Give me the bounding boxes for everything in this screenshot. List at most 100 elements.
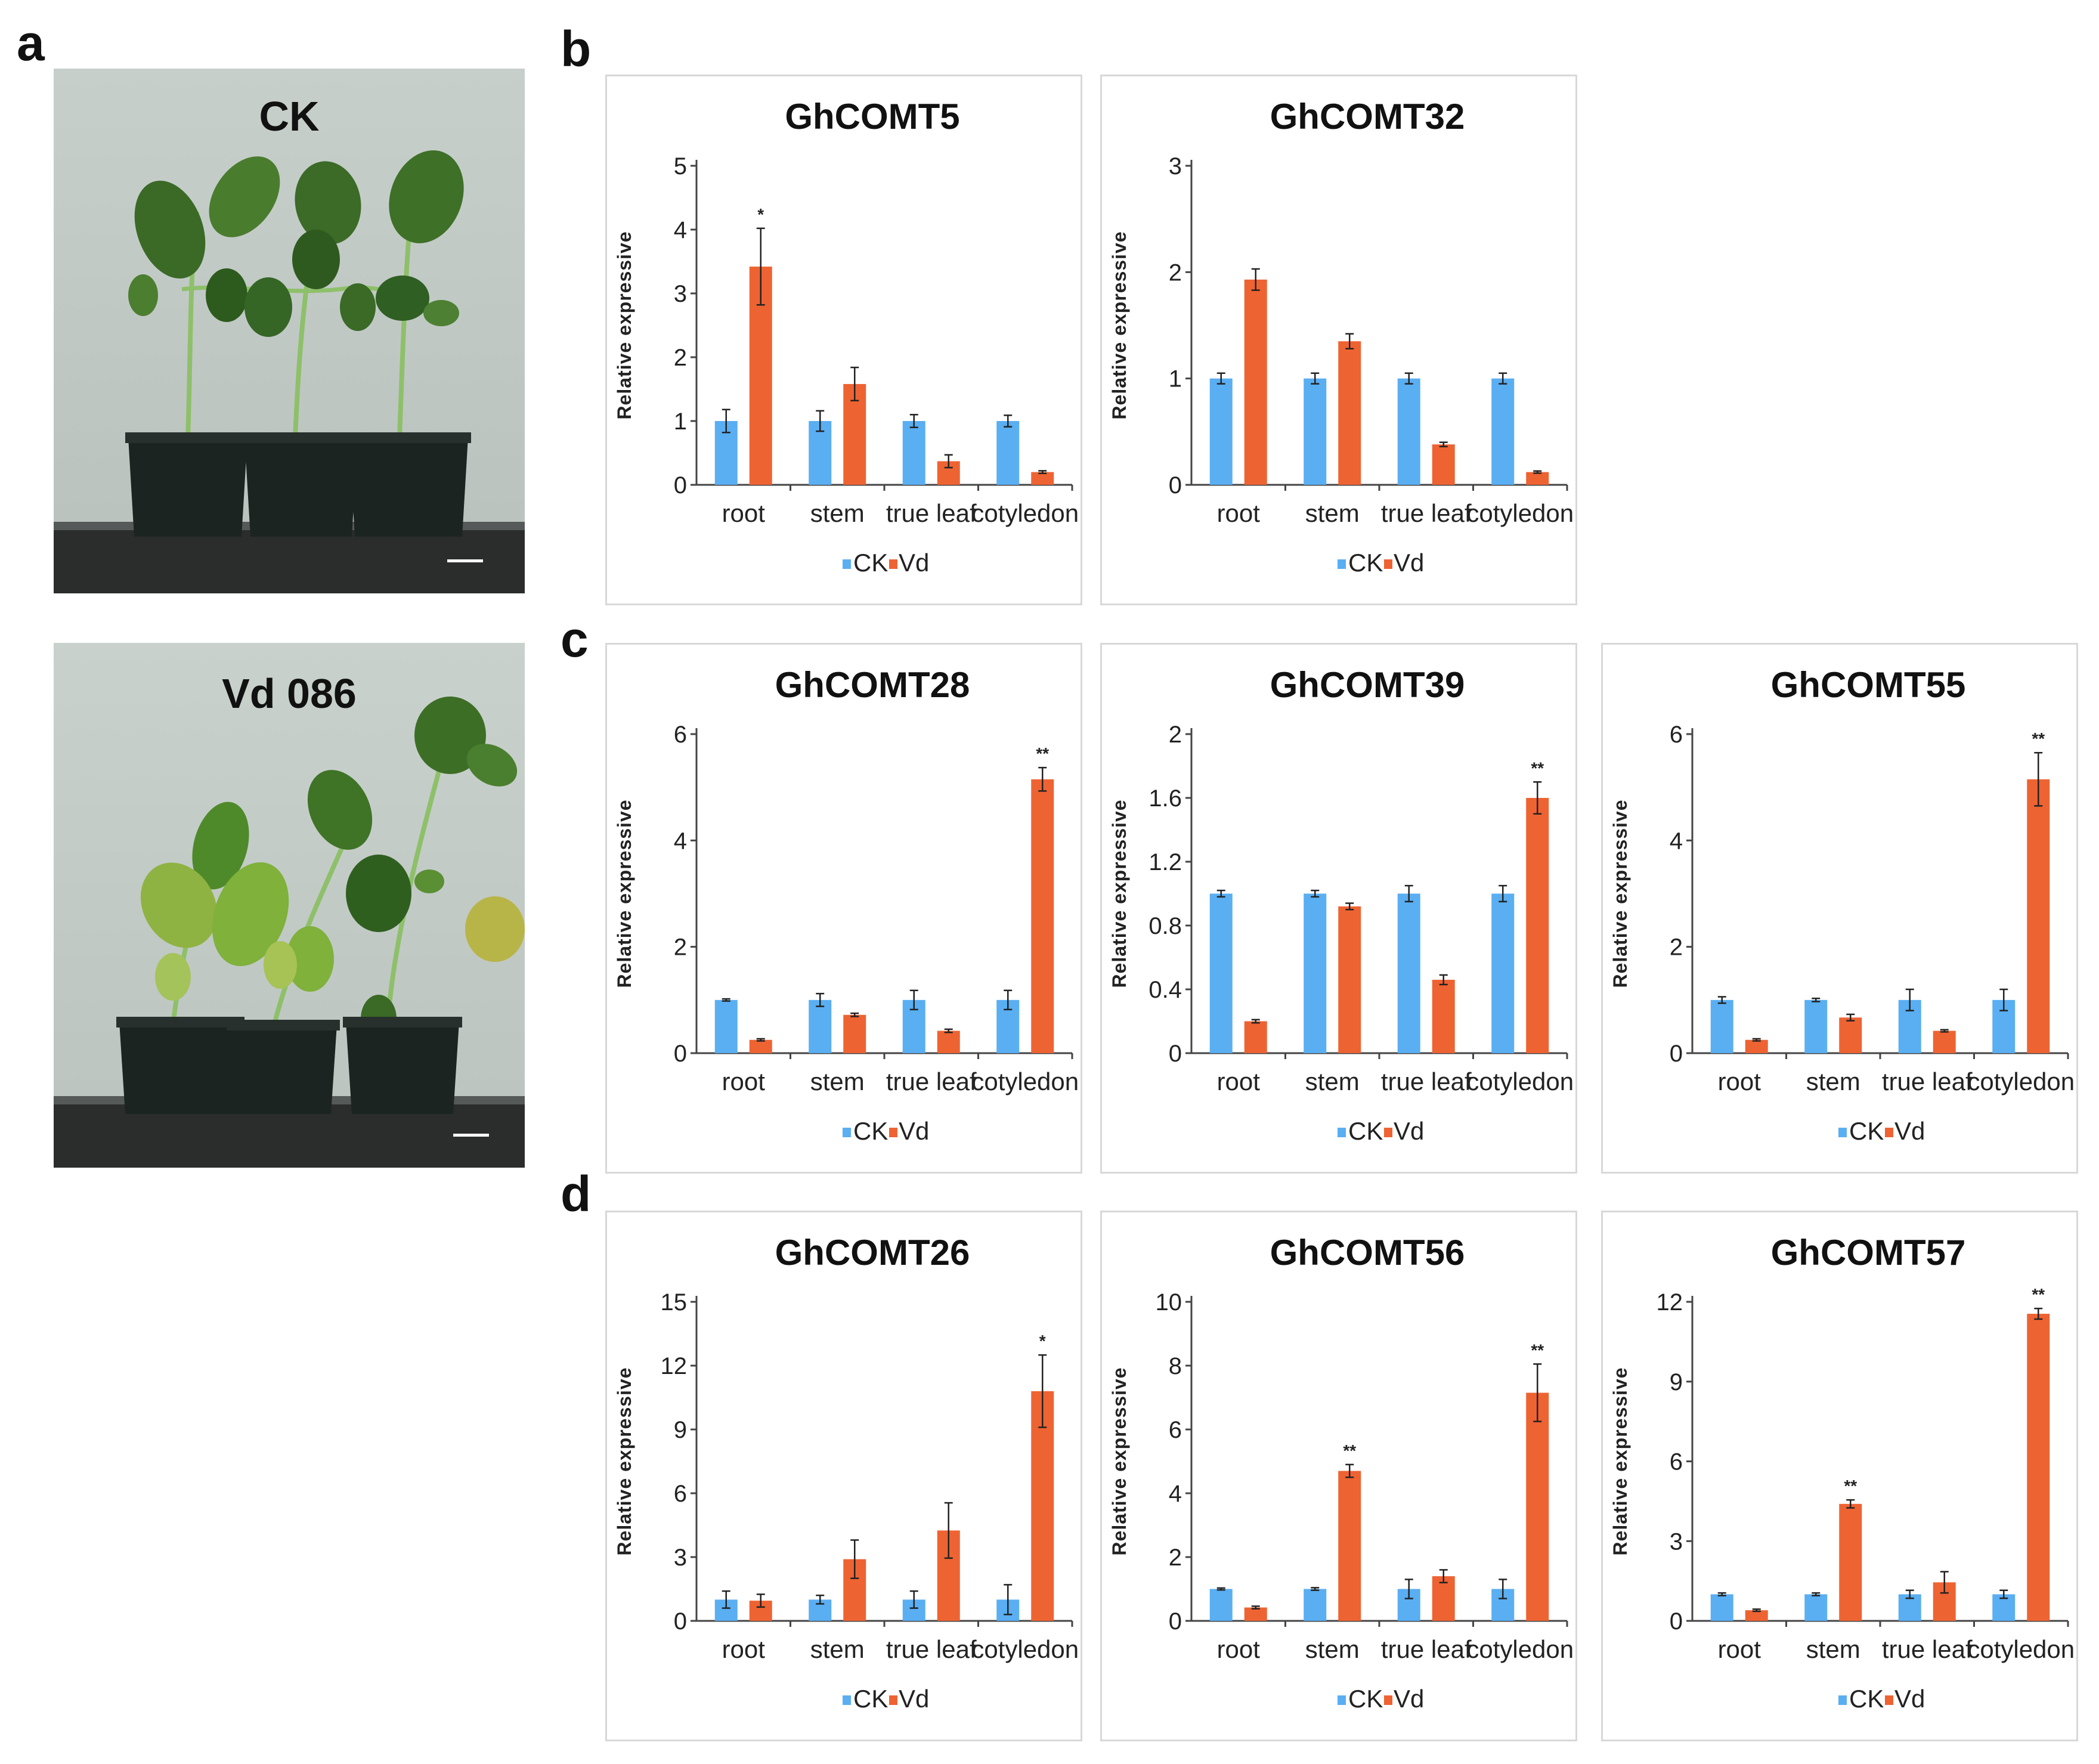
y-tick-label: 1.2 bbox=[1148, 849, 1182, 875]
y-tick-label: 2 bbox=[1169, 722, 1182, 748]
y-tick-label: 2 bbox=[674, 345, 687, 371]
y-tick-label: 6 bbox=[1670, 1449, 1683, 1475]
x-tick-label: cotyledon bbox=[1967, 1635, 2075, 1663]
bar-ck bbox=[996, 421, 1020, 485]
chart-ghcomt5: GhCOMT5 Relative expressive 0 1 2 3 4 5 root * ste… bbox=[605, 75, 1082, 605]
x-tick-label: true leaf bbox=[886, 1635, 977, 1663]
bar-ck bbox=[1304, 1589, 1327, 1621]
bar-vd bbox=[1244, 279, 1267, 485]
x-tick-label: cotyledon bbox=[1967, 1067, 2075, 1095]
panel-letter-d: d bbox=[561, 1166, 592, 1222]
x-tick-label: cotyledon bbox=[1466, 1067, 1574, 1095]
y-tick-label: 0 bbox=[1169, 1608, 1182, 1635]
bar-vd bbox=[1244, 1021, 1267, 1053]
legend-swatch-ck bbox=[1838, 1695, 1847, 1705]
chart-svg: GhCOMT55 Relative expressive 0 2 4 6 root stem t… bbox=[1609, 665, 2075, 1145]
panel-letter-b: b bbox=[561, 21, 592, 77]
y-tick-label: 6 bbox=[1670, 722, 1683, 748]
y-tick-label: 6 bbox=[1169, 1417, 1182, 1443]
x-tick-label: root bbox=[722, 499, 766, 527]
bar-vd bbox=[1526, 798, 1549, 1053]
legend-label-vd: Vd bbox=[1394, 1685, 1424, 1713]
y-axis-label: Relative expressive bbox=[1109, 1367, 1130, 1555]
bar-ck bbox=[1397, 893, 1420, 1053]
y-axis-label: Relative expressive bbox=[1609, 799, 1631, 988]
significance-mark: ** bbox=[1531, 1341, 1544, 1359]
y-tick-label: 0 bbox=[1169, 1041, 1182, 1067]
bar-ck bbox=[1491, 378, 1515, 485]
chart-title: GhCOMT26 bbox=[775, 1233, 970, 1273]
significance-mark: ** bbox=[1343, 1441, 1356, 1460]
y-tick-label: 0.8 bbox=[1148, 913, 1182, 939]
chart-title: GhCOMT5 bbox=[785, 97, 959, 137]
x-tick-label: stem bbox=[1305, 1635, 1360, 1663]
x-tick-label: cotyledon bbox=[971, 1067, 1079, 1095]
bar-ck bbox=[714, 999, 738, 1053]
bar-ck bbox=[1804, 1594, 1828, 1621]
panel-letter-a: a bbox=[17, 15, 45, 71]
y-tick-label: 4 bbox=[1670, 828, 1683, 854]
legend-label-ck: CK bbox=[853, 549, 888, 577]
x-tick-label: cotyledon bbox=[1466, 1635, 1574, 1663]
y-tick-label: 4 bbox=[674, 217, 687, 243]
x-tick-label: stem bbox=[810, 499, 865, 527]
y-tick-label: 3 bbox=[674, 1545, 687, 1571]
significance-mark: * bbox=[1039, 1332, 1046, 1350]
legend-swatch-vd bbox=[889, 559, 897, 569]
legend-swatch-ck bbox=[843, 1695, 851, 1705]
bar-vd bbox=[1031, 779, 1054, 1053]
chart-title: GhCOMT39 bbox=[1270, 665, 1465, 705]
y-tick-label: 2 bbox=[1169, 1545, 1182, 1571]
legend-label-ck: CK bbox=[1348, 1685, 1383, 1713]
chart-svg: GhCOMT57 Relative expressive 0 3 6 9 12 root ste… bbox=[1609, 1233, 2075, 1713]
bar-vd bbox=[1526, 472, 1549, 485]
y-axis-label: Relative expressive bbox=[614, 1367, 635, 1555]
x-tick-label: root bbox=[722, 1067, 766, 1095]
photo-ck: CK bbox=[54, 69, 525, 593]
y-tick-label: 4 bbox=[1169, 1481, 1182, 1507]
bar-vd bbox=[843, 1014, 866, 1053]
x-tick-label: stem bbox=[1305, 499, 1360, 527]
bar-vd bbox=[1338, 906, 1361, 1053]
bar-ck bbox=[1804, 999, 1828, 1053]
bar-ck bbox=[1710, 999, 1733, 1053]
bar-vd bbox=[1031, 472, 1054, 485]
x-tick-label: stem bbox=[1305, 1067, 1360, 1095]
legend-label-ck: CK bbox=[1849, 1685, 1884, 1713]
y-tick-label: 3 bbox=[674, 281, 687, 307]
y-tick-label: 5 bbox=[674, 153, 687, 180]
chart-title: GhCOMT55 bbox=[1771, 665, 1966, 705]
y-tick-label: 12 bbox=[661, 1353, 688, 1379]
legend-label-vd: Vd bbox=[1894, 1685, 1925, 1713]
x-tick-label: root bbox=[1217, 1635, 1261, 1663]
chart-ghcomt28: GhCOMT28 Relative expressive 0 2 4 6 root stem t… bbox=[605, 643, 1082, 1174]
legend-label-ck: CK bbox=[853, 1117, 888, 1145]
y-axis-label: Relative expressive bbox=[1609, 1367, 1631, 1555]
bar-vd bbox=[1933, 1030, 1956, 1053]
chart-svg: GhCOMT56 Relative expressive 0 2 4 6 8 10 root st… bbox=[1109, 1233, 1574, 1713]
legend-label-vd: Vd bbox=[1394, 1117, 1424, 1145]
legend-label-vd: Vd bbox=[1894, 1117, 1925, 1145]
y-tick-label: 0 bbox=[674, 1041, 687, 1067]
legend-label-vd: Vd bbox=[1394, 549, 1424, 577]
x-tick-label: cotyledon bbox=[1466, 499, 1574, 527]
legend-swatch-ck bbox=[1838, 1128, 1847, 1137]
y-tick-label: 2 bbox=[1169, 259, 1182, 286]
chart-ghcomt56: GhCOMT56 Relative expressive 0 2 4 6 8 10 root st… bbox=[1100, 1211, 1577, 1741]
x-tick-label: stem bbox=[810, 1635, 865, 1663]
chart-ghcomt57: GhCOMT57 Relative expressive 0 3 6 9 12 root ste… bbox=[1601, 1211, 2078, 1741]
y-axis-label: Relative expressive bbox=[614, 799, 635, 988]
legend-label-ck: CK bbox=[1849, 1117, 1884, 1145]
y-tick-label: 1 bbox=[674, 408, 687, 435]
significance-mark: ** bbox=[2032, 729, 2045, 748]
chart-svg: GhCOMT39 Relative expressive 0 0.4 0.8 1.2 1.6… bbox=[1109, 665, 1574, 1145]
bar-ck bbox=[1710, 1594, 1733, 1621]
y-tick-label: 0 bbox=[674, 472, 687, 499]
y-tick-label: 0 bbox=[1670, 1041, 1683, 1067]
legend-swatch-vd bbox=[1885, 1695, 1893, 1705]
x-tick-label: cotyledon bbox=[971, 1635, 1079, 1663]
chart-ghcomt32: GhCOMT32 Relative expressive 0 1 2 3 root stem t… bbox=[1100, 75, 1577, 605]
x-tick-label: true leaf bbox=[886, 499, 977, 527]
chart-svg: GhCOMT28 Relative expressive 0 2 4 6 root stem t… bbox=[614, 665, 1079, 1145]
bar-ck bbox=[902, 421, 925, 485]
